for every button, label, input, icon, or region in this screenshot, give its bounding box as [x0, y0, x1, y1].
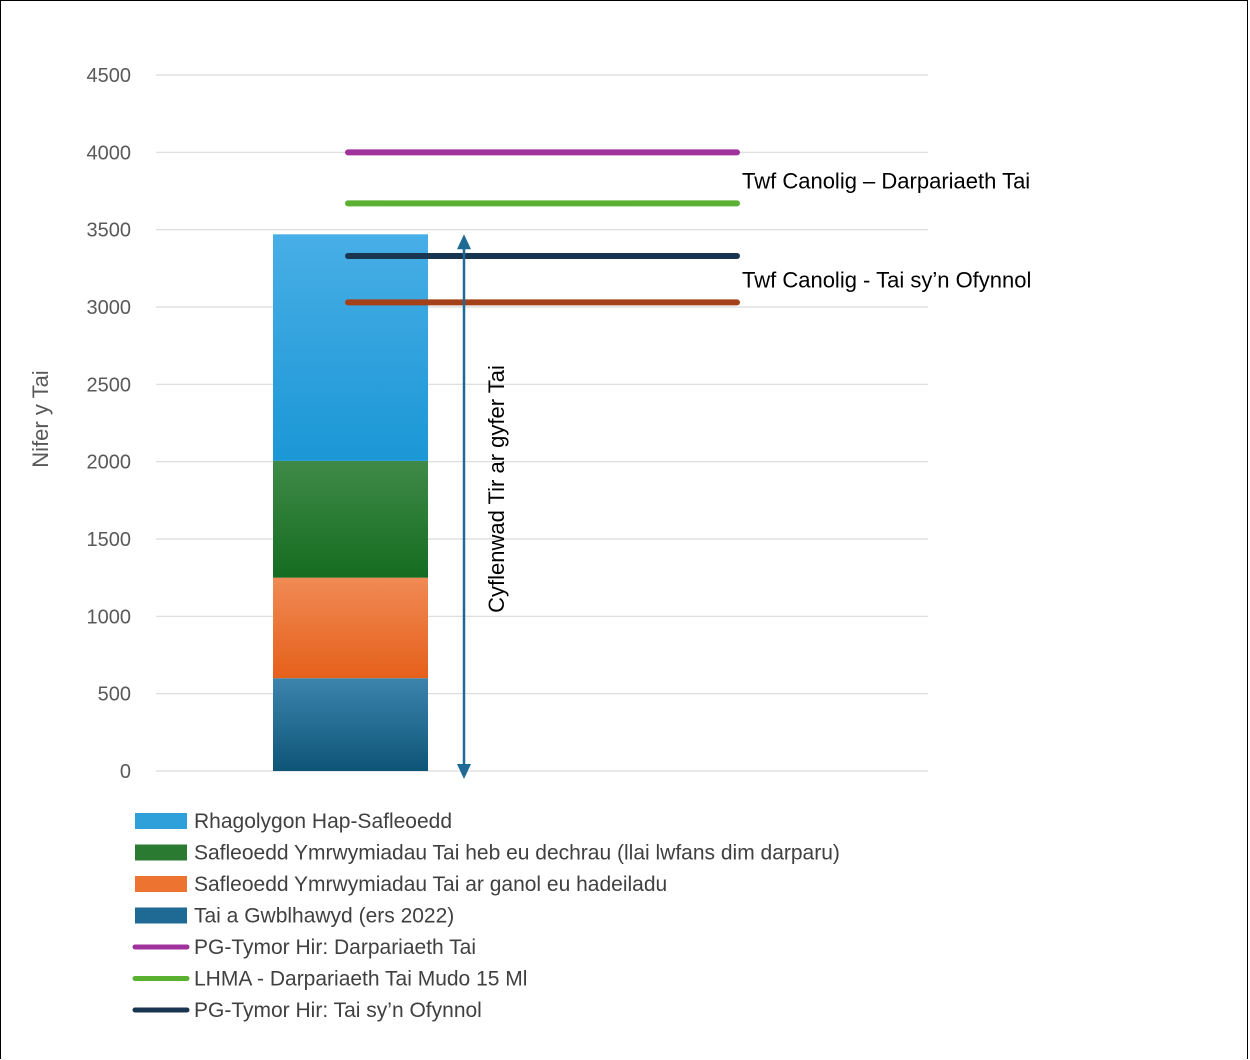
legend-swatch [135, 813, 187, 829]
stacked-bar [273, 234, 428, 771]
y-tick-label: 4500 [87, 65, 132, 87]
y-tick-label: 3000 [87, 297, 132, 319]
annotation: Twf Canolig - Tai sy’n Ofynnol [742, 267, 1031, 292]
y-tick-label: 2000 [87, 452, 132, 474]
y-axis-label: Nifer y Tai [28, 370, 53, 467]
legend-swatch [135, 907, 187, 924]
bar-segment [273, 234, 428, 461]
legend-label: LHMA - Darpariaeth Tai Mudo 15 Ml [194, 968, 527, 991]
bar-segment [273, 678, 428, 771]
y-tick-label: 2500 [87, 374, 132, 396]
y-tick-label: 1000 [87, 606, 132, 628]
y-tick-label: 1500 [87, 529, 132, 551]
annotation: Twf Canolig – Darpariaeth Tai [742, 168, 1030, 193]
arrow-head-up [457, 234, 471, 250]
annotations: Twf Canolig – Darpariaeth Tai Twf Canolig… [742, 168, 1031, 292]
y-tick-label: 500 [98, 684, 131, 706]
y-tick-label: 3500 [87, 220, 132, 242]
legend-label: PG-Tymor Hir: Darpariaeth Tai [194, 936, 476, 959]
arrow-label: Cyflenwad Tir ar gyfer Tai [484, 365, 509, 613]
legend: Rhagolygon Hap-Safleoedd Safleoedd Ymrwym… [132, 810, 840, 1022]
legend-label: Rhagolygon Hap-Safleoedd [194, 810, 452, 833]
bar-segment [273, 460, 428, 578]
supply-arrow: Cyflenwad Tir ar gyfer Tai [457, 234, 509, 779]
legend-label: Safleoedd Ymrwymiadau Tai heb eu dechrau… [194, 842, 840, 865]
legend-label: Safleoedd Ymrwymiadau Tai ar ganol eu ha… [194, 873, 667, 896]
y-tick-label: 4000 [87, 142, 132, 164]
arrow-head-down [457, 764, 471, 779]
y-tick-labels: 0 500 1000 1500 2000 2500 3000 3500 4000 4500 [87, 65, 132, 783]
legend-label: Tai a Gwblhawyd (ers 2022) [194, 905, 454, 928]
reference-lines [345, 149, 740, 306]
bar-segment [273, 577, 428, 679]
y-tick-label: 0 [120, 761, 131, 783]
legend-label: PG-Tymor Hir: Tai sy’n Ofynnol [194, 999, 482, 1022]
legend-swatch [135, 844, 187, 861]
legend-swatch [135, 876, 187, 892]
